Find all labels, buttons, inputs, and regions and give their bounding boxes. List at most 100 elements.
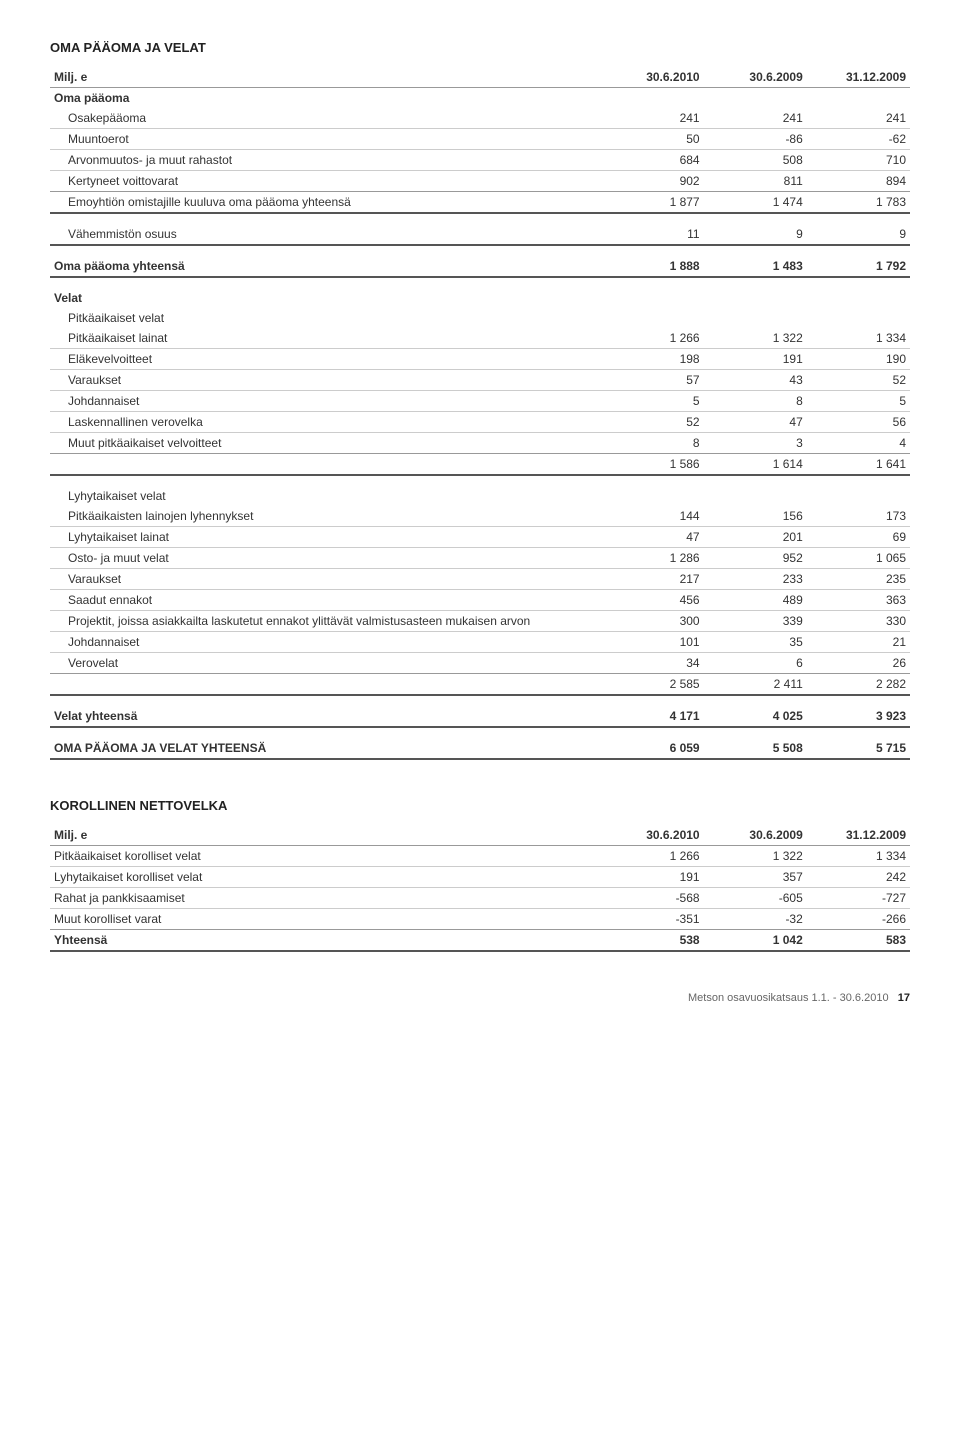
cell-value: -266 <box>807 909 910 930</box>
table-row: Lyhytaikaiset lainat4720169 <box>50 527 910 548</box>
cell-value: 173 <box>807 506 910 527</box>
row-label: Muut korolliset varat <box>50 909 600 930</box>
section-title-equity: OMA PÄÄOMA JA VELAT <box>50 40 910 55</box>
cell-value: 11 <box>600 224 703 245</box>
subtotal-long-term: 1 586 1 614 1 641 <box>50 454 910 476</box>
row-label: Varaukset <box>50 370 600 391</box>
cell-value: 52 <box>807 370 910 391</box>
cell-value: -727 <box>807 888 910 909</box>
cell-value: 242 <box>807 867 910 888</box>
cell-value: 241 <box>600 108 703 129</box>
table-row: Osto- ja muut velat1 2869521 065 <box>50 548 910 569</box>
cell-value: -351 <box>600 909 703 930</box>
cell-value: 69 <box>807 527 910 548</box>
cell-value: 1 286 <box>600 548 703 569</box>
row-label: Vähemmistön osuus <box>50 224 600 245</box>
cell-value: 241 <box>704 108 807 129</box>
cell-value: 1 065 <box>807 548 910 569</box>
table-row: Muut korolliset varat-351-32-266 <box>50 909 910 930</box>
cell-value: 508 <box>704 150 807 171</box>
cell-value: 363 <box>807 590 910 611</box>
group-row-liabilities: Velat <box>50 288 910 308</box>
table-row: Johdannaiset585 <box>50 391 910 412</box>
cell-value: 5 <box>600 391 703 412</box>
cell-value: 1 792 <box>807 256 910 277</box>
total-label: Oma pääoma yhteensä <box>50 256 600 277</box>
row-label: Muuntoerot <box>50 129 600 150</box>
cell-value: 1 483 <box>704 256 807 277</box>
cell-value: 191 <box>704 349 807 370</box>
cell-value: 538 <box>600 930 703 952</box>
cell-value: 710 <box>807 150 910 171</box>
table-row: Arvonmuutos- ja muut rahastot684508710 <box>50 150 910 171</box>
cell-value: 190 <box>807 349 910 370</box>
cell-value: 3 923 <box>807 706 910 727</box>
cell-value: 4 171 <box>600 706 703 727</box>
cell-value: -605 <box>704 888 807 909</box>
row-label: Pitkäaikaisten lainojen lyhennykset <box>50 506 600 527</box>
cell-value: 1 888 <box>600 256 703 277</box>
cell-value: 4 <box>807 433 910 454</box>
cell-value: 198 <box>600 349 703 370</box>
total-liabilities-row: Velat yhteensä 4 171 4 025 3 923 <box>50 706 910 727</box>
cell-value: 8 <box>600 433 703 454</box>
cell-value: 811 <box>704 171 807 192</box>
cell-value: 47 <box>600 527 703 548</box>
cell-value: 300 <box>600 611 703 632</box>
row-label: Verovelat <box>50 653 600 674</box>
subgroup-label: Lyhytaikaiset velat <box>50 486 600 506</box>
table-row: Muuntoerot50-86-62 <box>50 129 910 150</box>
cell-value: 52 <box>600 412 703 433</box>
cell-value: 4 025 <box>704 706 807 727</box>
header-col: 30.6.2009 <box>704 825 807 846</box>
subgroup-long-term: Pitkäaikaiset velat <box>50 308 910 328</box>
cell-value: 5 508 <box>704 738 807 759</box>
table-row: Johdannaiset1013521 <box>50 632 910 653</box>
subtotal-label: Emoyhtiön omistajille kuuluva oma pääoma… <box>50 192 600 214</box>
cell-value: 489 <box>704 590 807 611</box>
header-col: 31.12.2009 <box>807 825 910 846</box>
cell-value: 34 <box>600 653 703 674</box>
cell-value: 8 <box>704 391 807 412</box>
row-label: Johdannaiset <box>50 632 600 653</box>
footer-text: Metson osavuosikatsaus 1.1. - 30.6.2010 <box>688 992 889 1004</box>
cell-value: 456 <box>600 590 703 611</box>
cell-value: 2 282 <box>807 674 910 696</box>
table-row: Kertyneet voittovarat902811894 <box>50 171 910 192</box>
cell-value: 6 059 <box>600 738 703 759</box>
cell-value: 2 411 <box>704 674 807 696</box>
table-row: Saadut ennakot456489363 <box>50 590 910 611</box>
row-label: Kertyneet voittovarat <box>50 171 600 192</box>
table-row: Pitkäaikaisten lainojen lyhennykset14415… <box>50 506 910 527</box>
row-label: Pitkäaikaiset lainat <box>50 328 600 349</box>
cell-value: 5 715 <box>807 738 910 759</box>
cell-value: 191 <box>600 867 703 888</box>
subgroup-short-term: Lyhytaikaiset velat <box>50 486 910 506</box>
cell-value: 241 <box>807 108 910 129</box>
table-row: Varaukset217233235 <box>50 569 910 590</box>
row-label: Pitkäaikaiset korolliset velat <box>50 846 600 867</box>
cell-value: 6 <box>704 653 807 674</box>
cell-value: -86 <box>704 129 807 150</box>
row-label: Muut pitkäaikaiset velvoitteet <box>50 433 600 454</box>
row-label: Lyhytaikaiset korolliset velat <box>50 867 600 888</box>
cell-value: 57 <box>600 370 703 391</box>
section-title-netdebt: KOROLLINEN NETTOVELKA <box>50 798 910 813</box>
row-label: Osto- ja muut velat <box>50 548 600 569</box>
cell-value: 357 <box>704 867 807 888</box>
page-footer: Metson osavuosikatsaus 1.1. - 30.6.2010 … <box>50 992 910 1004</box>
table-row: Pitkäaikaiset lainat1 2661 3221 334 <box>50 328 910 349</box>
grand-total-label: OMA PÄÄOMA JA VELAT YHTEENSÄ <box>50 738 600 759</box>
table-row: Rahat ja pankkisaamiset-568-605-727 <box>50 888 910 909</box>
cell-value: 144 <box>600 506 703 527</box>
total-label: Velat yhteensä <box>50 706 600 727</box>
table-row: Laskennallinen verovelka524756 <box>50 412 910 433</box>
group-row-equity: Oma pääoma <box>50 88 910 109</box>
cell-value: 902 <box>600 171 703 192</box>
cell-value: 1 586 <box>600 454 703 476</box>
total-label: Yhteensä <box>50 930 600 952</box>
table-row: Eläkevelvoitteet198191190 <box>50 349 910 370</box>
row-label: Johdannaiset <box>50 391 600 412</box>
cell-value: 330 <box>807 611 910 632</box>
cell-value: 1 641 <box>807 454 910 476</box>
